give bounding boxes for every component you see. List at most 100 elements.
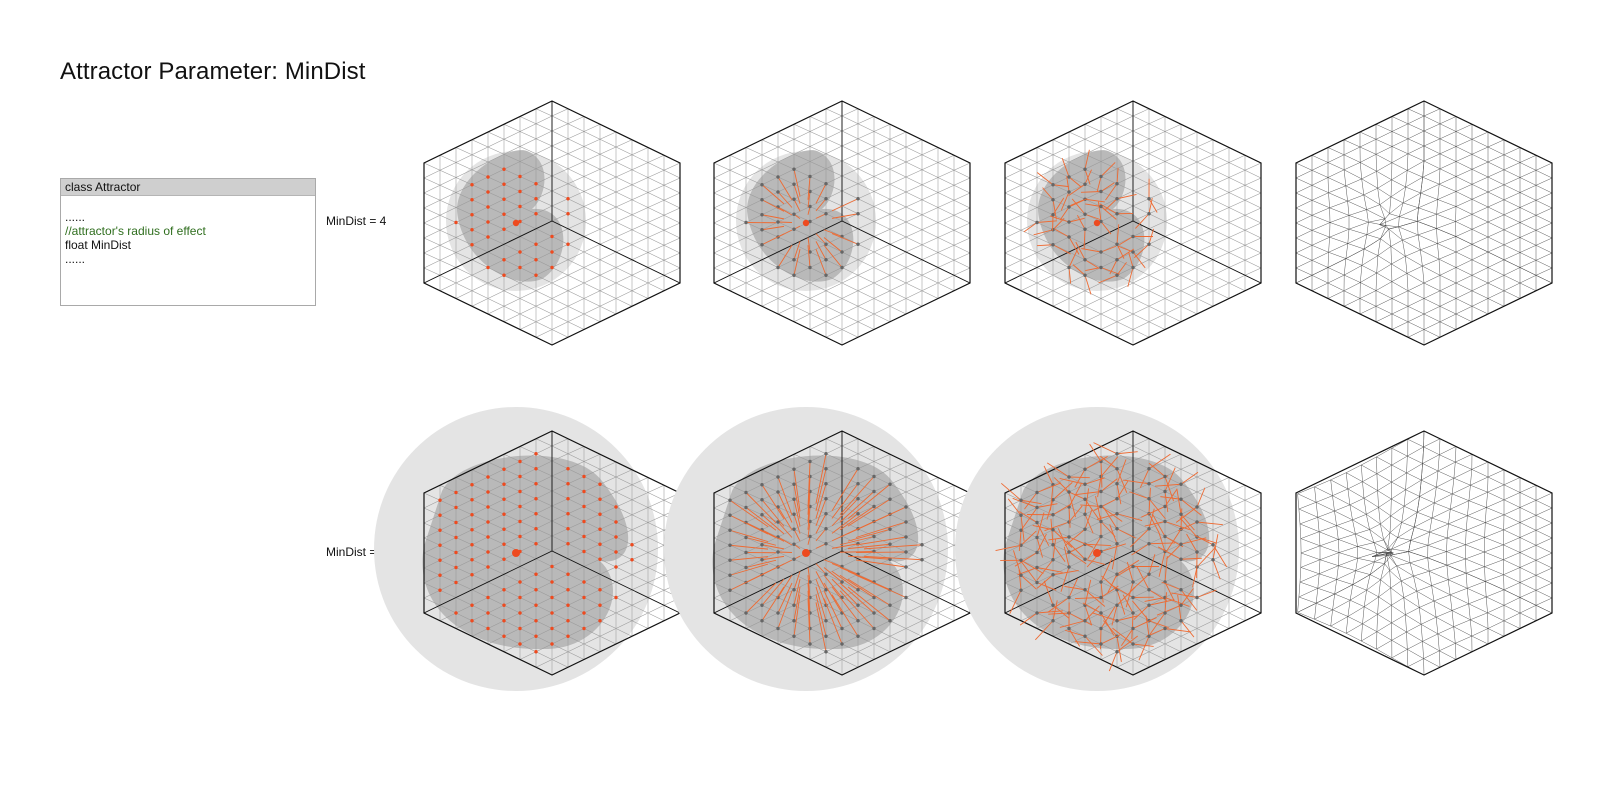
grid-point — [502, 557, 506, 561]
grid-point — [1019, 498, 1023, 502]
grid-point — [582, 580, 586, 584]
grid-point — [502, 197, 506, 201]
grid-point — [582, 611, 586, 615]
grid-point — [824, 452, 828, 456]
grid-point — [1147, 542, 1151, 546]
grid-point — [470, 543, 474, 547]
grid-point — [824, 542, 828, 546]
grid-point — [566, 467, 570, 471]
grid-point — [824, 650, 828, 654]
grid-point — [1115, 452, 1119, 456]
grid-point — [840, 626, 844, 631]
grid-point — [792, 588, 796, 592]
grid-point — [1131, 234, 1135, 239]
grid-point — [518, 534, 522, 539]
grid-point — [438, 513, 442, 517]
grid-point — [1051, 573, 1055, 577]
grid-point — [1099, 265, 1103, 270]
grid-point — [1067, 475, 1071, 479]
grid-point — [920, 543, 924, 547]
grid-point — [502, 467, 506, 471]
grid-point — [824, 588, 828, 592]
grid-point — [792, 619, 796, 623]
grid-point — [888, 557, 892, 561]
grid-point — [920, 558, 924, 562]
grid-point — [486, 490, 490, 494]
grid-point — [1099, 219, 1103, 224]
grid-point — [808, 626, 812, 631]
code-declaration: float MinDist — [65, 238, 132, 252]
grid-point — [824, 273, 828, 277]
cube-outline — [423, 100, 681, 346]
grid-point — [824, 527, 828, 531]
grid-point — [454, 611, 458, 615]
grid-point — [808, 174, 812, 179]
grid-point — [744, 505, 748, 510]
cube-outline — [1004, 430, 1262, 676]
grid-point — [792, 197, 796, 201]
grid-point — [502, 619, 506, 623]
grid-point — [534, 603, 538, 607]
grid-point — [1083, 588, 1087, 592]
grid-point — [808, 474, 812, 479]
grid-point — [470, 483, 474, 487]
grid-point — [760, 558, 764, 562]
grid-point — [1083, 497, 1087, 501]
grid-point — [1083, 557, 1087, 561]
attractor-point — [1093, 219, 1101, 227]
grid-point — [1115, 258, 1119, 262]
grid-point — [824, 212, 828, 216]
grid-point — [1035, 535, 1039, 540]
grid-point — [1067, 490, 1071, 494]
grid-point — [824, 197, 828, 201]
grid-point — [630, 558, 634, 562]
grid-point — [582, 504, 586, 509]
grid-point — [1051, 528, 1055, 532]
grid-point — [856, 212, 860, 216]
grid-point — [1051, 558, 1055, 562]
grid-point — [534, 258, 538, 262]
grid-point — [1115, 182, 1119, 186]
grid-point — [534, 634, 538, 638]
grid-point — [454, 550, 458, 555]
grid-point — [1083, 273, 1087, 277]
grid-point — [486, 265, 490, 270]
grid-point — [728, 588, 732, 592]
grid-point — [1083, 482, 1087, 486]
grid-point — [486, 611, 490, 615]
grid-point — [534, 182, 538, 186]
attractor-point — [1093, 549, 1101, 557]
grid-point — [550, 595, 554, 600]
grid-point — [872, 626, 876, 631]
grid-point — [1179, 482, 1183, 486]
grid-point — [598, 497, 602, 501]
grid-point — [582, 534, 586, 539]
grid-point — [1195, 595, 1199, 600]
grid-point — [1131, 580, 1135, 584]
grid-point — [1115, 197, 1119, 201]
grid-point — [502, 227, 506, 231]
grid-point — [760, 513, 764, 517]
grid-point — [470, 513, 474, 517]
grid-point — [824, 482, 828, 486]
grid-point — [534, 650, 538, 654]
grid-point — [776, 520, 780, 524]
grid-point — [1147, 482, 1151, 486]
grid-point — [470, 498, 474, 502]
grid-point — [824, 258, 828, 262]
grid-point — [486, 205, 490, 209]
grid-point — [534, 512, 538, 516]
grid-point — [1147, 588, 1151, 592]
cube-6-displaced-mesh-overlay — [955, 407, 1262, 691]
grid-point — [1099, 504, 1103, 509]
grid-point — [888, 542, 892, 546]
grid-point — [534, 527, 538, 531]
grid-point — [502, 634, 506, 638]
grid-point — [518, 459, 522, 464]
grid-point — [856, 512, 860, 516]
grid-point — [470, 528, 474, 532]
grid-point — [728, 543, 732, 547]
grid-point — [760, 603, 764, 607]
grid-point — [1179, 512, 1183, 516]
